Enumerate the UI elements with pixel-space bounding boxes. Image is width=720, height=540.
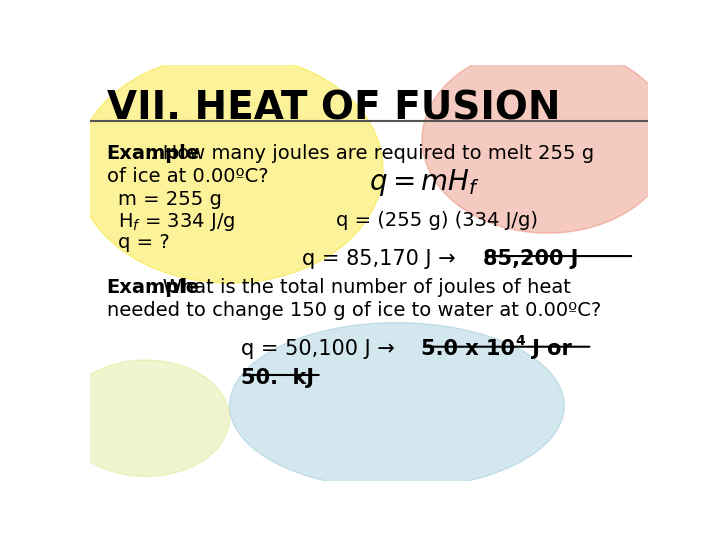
Text: 85,200 J: 85,200 J xyxy=(483,248,578,268)
Text: q = (255 g) (334 J/g): q = (255 g) (334 J/g) xyxy=(336,211,538,230)
Text: VII. HEAT OF FUSION: VII. HEAT OF FUSION xyxy=(107,90,560,128)
Text: 50.  kJ: 50. kJ xyxy=(240,368,314,388)
Text: $q = mH_f$: $q = mH_f$ xyxy=(369,167,480,198)
Text: : How many joules are required to melt 255 g: : How many joules are required to melt 2… xyxy=(150,144,594,163)
Text: q = 50,100 J →: q = 50,100 J → xyxy=(240,339,401,359)
Text: m = 255 g: m = 255 g xyxy=(118,190,222,208)
Text: Example: Example xyxy=(107,144,200,163)
Text: needed to change 150 g of ice to water at 0.00ºC?: needed to change 150 g of ice to water a… xyxy=(107,301,601,320)
Text: q = ?: q = ? xyxy=(118,233,170,252)
Ellipse shape xyxy=(62,360,230,476)
Ellipse shape xyxy=(422,46,673,233)
Text: H$_f$ = 334 J/g: H$_f$ = 334 J/g xyxy=(118,211,235,233)
Text: 5.0 x 10: 5.0 x 10 xyxy=(421,339,523,359)
Text: J or: J or xyxy=(526,339,572,359)
Text: of ice at 0.00ºC?: of ice at 0.00ºC? xyxy=(107,167,269,186)
Text: : What is the total number of joules of heat: : What is the total number of joules of … xyxy=(150,278,570,296)
Text: Example: Example xyxy=(107,278,200,296)
Text: q = 85,170 J →: q = 85,170 J → xyxy=(302,248,462,268)
Text: 4: 4 xyxy=(516,334,525,348)
Ellipse shape xyxy=(230,322,564,489)
Ellipse shape xyxy=(76,55,383,283)
